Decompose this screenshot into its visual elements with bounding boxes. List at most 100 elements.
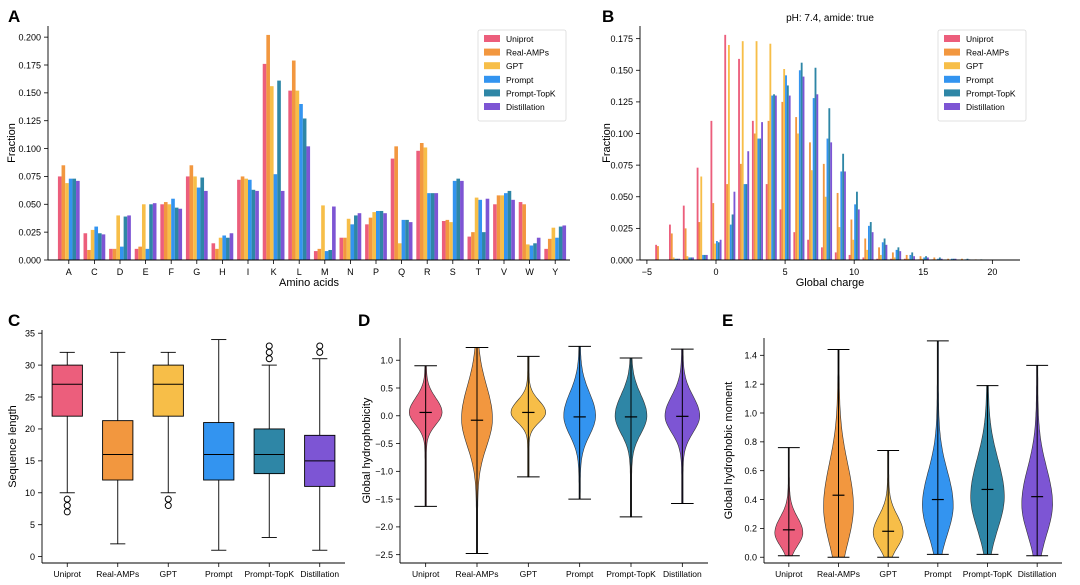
bar bbox=[838, 227, 841, 260]
bar bbox=[273, 174, 278, 260]
bar bbox=[551, 227, 556, 260]
x-tick-label: Uniprot bbox=[775, 569, 803, 579]
bar bbox=[160, 204, 164, 260]
legend-label: Prompt-TopK bbox=[506, 88, 556, 98]
bar bbox=[500, 195, 504, 260]
y-tick-label: 0.100 bbox=[610, 129, 633, 139]
bar bbox=[507, 190, 512, 260]
bar bbox=[536, 237, 541, 260]
violin-3 bbox=[922, 340, 954, 555]
flier bbox=[316, 348, 324, 356]
bar bbox=[952, 258, 955, 260]
y-tick-label: 0.5 bbox=[380, 383, 393, 393]
bar bbox=[657, 246, 659, 260]
bar bbox=[302, 118, 307, 260]
chart-title: pH: 7.4, amide: true bbox=[786, 13, 874, 24]
bar bbox=[857, 209, 860, 260]
bar bbox=[299, 104, 303, 260]
bar bbox=[909, 254, 912, 260]
y-tick-label: 0.025 bbox=[610, 224, 633, 234]
bar bbox=[269, 86, 274, 261]
box bbox=[51, 364, 83, 417]
flier bbox=[63, 495, 71, 503]
y-tick-label: 30 bbox=[25, 360, 35, 370]
bar bbox=[809, 142, 811, 260]
flier bbox=[265, 355, 273, 363]
legend-label: Real-AMPs bbox=[506, 48, 549, 58]
bar bbox=[394, 146, 398, 260]
x-tick-label: M bbox=[321, 267, 329, 277]
y-tick-label: 0.200 bbox=[18, 32, 41, 42]
violin-3 bbox=[563, 345, 596, 500]
box bbox=[253, 428, 285, 475]
bar bbox=[881, 242, 884, 260]
bar bbox=[123, 216, 128, 260]
bar bbox=[765, 184, 768, 260]
legend-swatch bbox=[944, 48, 960, 56]
bar bbox=[452, 180, 457, 260]
x-tick-label: GPT bbox=[879, 569, 896, 579]
x-tick-label: G bbox=[193, 267, 200, 277]
bar bbox=[174, 207, 179, 260]
bar bbox=[416, 150, 420, 260]
bar bbox=[893, 257, 896, 260]
x-tick-label: K bbox=[271, 267, 277, 277]
bar bbox=[368, 217, 373, 260]
bar bbox=[474, 197, 479, 260]
bar bbox=[899, 251, 902, 260]
bar bbox=[759, 138, 762, 260]
bar bbox=[966, 258, 969, 260]
bar bbox=[397, 243, 402, 260]
violin-4 bbox=[614, 357, 648, 518]
x-tick-label: Distillation bbox=[300, 569, 339, 579]
bar bbox=[291, 60, 296, 260]
legend-label: Prompt bbox=[506, 75, 534, 85]
bar bbox=[408, 222, 413, 260]
bar bbox=[471, 232, 475, 260]
bar bbox=[467, 236, 472, 260]
violin-1 bbox=[823, 349, 854, 558]
y-axis-title: Global hydrophobic moment bbox=[723, 382, 735, 520]
bar bbox=[729, 224, 732, 260]
x-tick-label: F bbox=[168, 267, 174, 277]
box-2 bbox=[152, 351, 184, 510]
bar bbox=[57, 176, 62, 260]
bar bbox=[504, 193, 508, 260]
bar bbox=[222, 235, 227, 260]
y-tick-label: 0.050 bbox=[610, 192, 633, 202]
bar bbox=[116, 215, 120, 260]
x-tick-label: Real-AMPs bbox=[817, 569, 860, 579]
violin-4 bbox=[970, 385, 1005, 555]
bar bbox=[923, 257, 926, 260]
y-axis-title: Fraction bbox=[6, 123, 18, 163]
bar bbox=[731, 214, 734, 260]
bar bbox=[779, 209, 782, 260]
bar bbox=[961, 258, 963, 260]
bar bbox=[262, 63, 267, 261]
bar bbox=[781, 101, 784, 260]
bar bbox=[800, 62, 803, 261]
bar bbox=[674, 258, 677, 260]
legend-swatch bbox=[484, 48, 500, 56]
legend-swatch bbox=[484, 35, 500, 42]
bar bbox=[895, 249, 898, 260]
x-axis-title: Amino acids bbox=[279, 277, 339, 289]
flier bbox=[265, 342, 273, 350]
bar bbox=[954, 258, 957, 260]
bar bbox=[562, 225, 567, 260]
bar bbox=[295, 90, 300, 260]
box-3 bbox=[203, 339, 235, 551]
bar bbox=[200, 177, 205, 260]
bar bbox=[757, 138, 760, 260]
bar bbox=[672, 257, 675, 260]
bar bbox=[883, 238, 886, 260]
bar bbox=[120, 246, 124, 260]
y-axis-title: Fraction bbox=[601, 123, 613, 163]
bar bbox=[733, 191, 736, 260]
bar bbox=[745, 184, 748, 260]
bar bbox=[852, 239, 855, 260]
bar bbox=[810, 170, 813, 260]
bar bbox=[193, 176, 197, 260]
x-tick-label: Distillation bbox=[1018, 569, 1057, 579]
bar bbox=[127, 215, 131, 260]
